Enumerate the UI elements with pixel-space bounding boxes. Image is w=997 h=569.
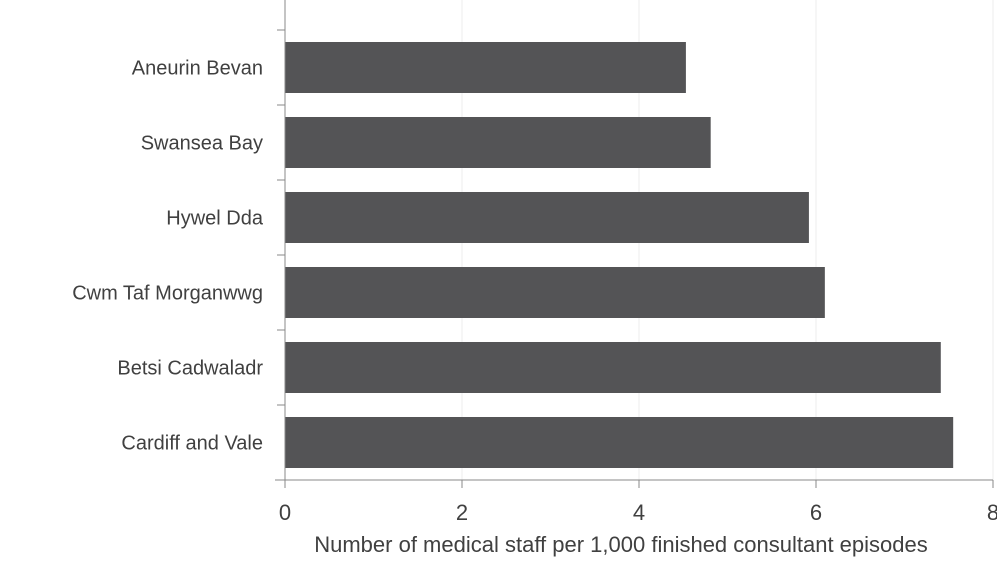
bars	[285, 42, 954, 468]
x-tick-label: 6	[810, 500, 822, 525]
category-label: Aneurin Bevan	[132, 58, 263, 80]
category-label: Betsi Cadwaladr	[117, 358, 263, 380]
axes	[275, 0, 993, 488]
bar	[285, 342, 941, 393]
bar	[285, 42, 686, 93]
bar	[285, 117, 711, 168]
x-tick-label: 4	[633, 500, 645, 525]
category-label: Hywel Dda	[166, 208, 264, 230]
category-labels: Aneurin Bevan Swansea Bay Hywel Dda Cwm Taf…	[72, 58, 264, 455]
x-axis-title: Number of medical staff per 1,000 finish…	[314, 532, 928, 557]
x-tick-label: 0	[279, 500, 291, 525]
x-tick-label: 8	[987, 500, 997, 525]
category-label: Cwm Taf Morganwwg	[72, 283, 263, 305]
bar	[285, 267, 825, 318]
category-label: Cardiff and Vale	[121, 433, 263, 455]
x-ticks: 0 2 4 6 8	[279, 480, 997, 525]
bar	[285, 192, 809, 243]
bar	[285, 417, 954, 468]
category-label: Swansea Bay	[141, 133, 263, 155]
x-tick-label: 2	[456, 500, 468, 525]
